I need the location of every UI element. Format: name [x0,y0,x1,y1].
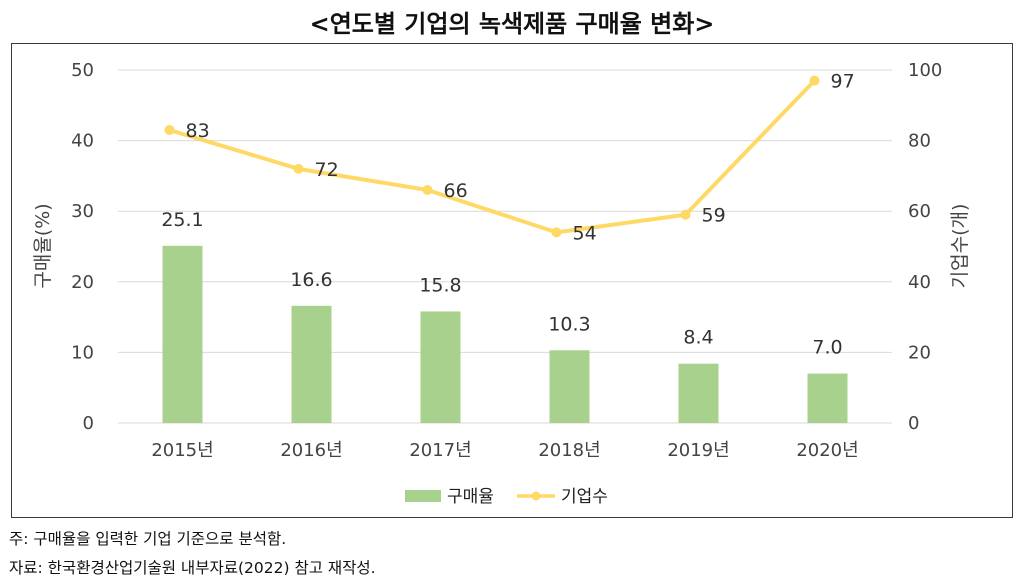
x-tick-label: 2017년 [409,440,471,461]
x-tick-label: 2018년 [538,440,600,461]
bar [678,363,719,423]
y2-axis-title: 기업수(개) [949,204,971,289]
x-tick-label: 2016년 [280,440,342,461]
data-labels: 25.1 16.6 15.8 10.3 8.4 7.0 83 72 66 54 59 97 [161,71,854,359]
line-point [164,125,175,136]
bar-value-label: 25.1 [161,209,203,231]
line-value-label: 72 [315,159,339,181]
line-path [168,79,816,235]
bar [807,373,848,423]
y2-tick-label: 80 [908,131,931,152]
line-value-label: 66 [444,180,468,202]
x-tick-label: 2015년 [151,440,213,461]
y2-tick-label: 0 [908,413,919,434]
bar [549,350,590,423]
y-tick-label: 30 [71,201,94,222]
bar-value-label: 8.4 [683,327,713,349]
y2-tick-label: 20 [908,342,931,363]
chart-title: <연도별 기업의 녹색제품 구매율 변화> [309,10,715,38]
line-point [551,227,562,238]
line-value-label: 59 [702,205,726,227]
bars [162,245,848,423]
y2-tick-label: 40 [908,272,931,293]
y-tick-label: 0 [83,413,94,434]
footnote-source: 자료: 한국환경산업기술원 내부자료(2022) 참고 재작성. [9,559,376,577]
line-value-label: 97 [831,71,855,93]
y-tick-label: 40 [71,131,94,152]
legend-swatch-bar [405,490,441,502]
y-tick-label: 10 [71,342,94,363]
line-point [680,209,691,220]
gridlines [118,69,892,424]
bar [291,305,332,423]
legend-marker-line [531,491,541,501]
x-tick-label: 2020년 [796,440,858,461]
line-point [422,185,433,196]
bar [420,311,461,423]
y2-tick-label: 100 [908,60,942,81]
legend: 구매율 기업수 [405,487,608,507]
y2-tick-label: 60 [908,201,931,222]
bar-value-label: 10.3 [548,313,590,335]
line-point [293,163,304,174]
bar-value-label: 15.8 [419,274,461,296]
line-value-label: 54 [573,222,597,244]
y-tick-label: 50 [71,60,94,81]
y-tick-label: 20 [71,272,94,293]
chart-frame [11,43,1013,518]
line-series [164,75,820,238]
x-tick-label: 2019년 [667,440,729,461]
legend-label-line: 기업수 [561,487,608,507]
line-point [809,75,820,86]
bar-value-label: 16.6 [290,269,332,291]
axes: 0 10 20 30 40 50 0 20 40 60 80 100 2015년 2016년 2017년 20… [32,60,971,461]
bar-value-label: 7.0 [812,337,842,359]
line-value-label: 83 [186,120,210,142]
legend-label-bar: 구매율 [447,487,494,507]
bar [162,245,203,423]
footnote-note: 주: 구매율을 입력한 기업 기준으로 분석함. [9,530,287,548]
y-axis-title: 구매율(%) [32,203,54,288]
